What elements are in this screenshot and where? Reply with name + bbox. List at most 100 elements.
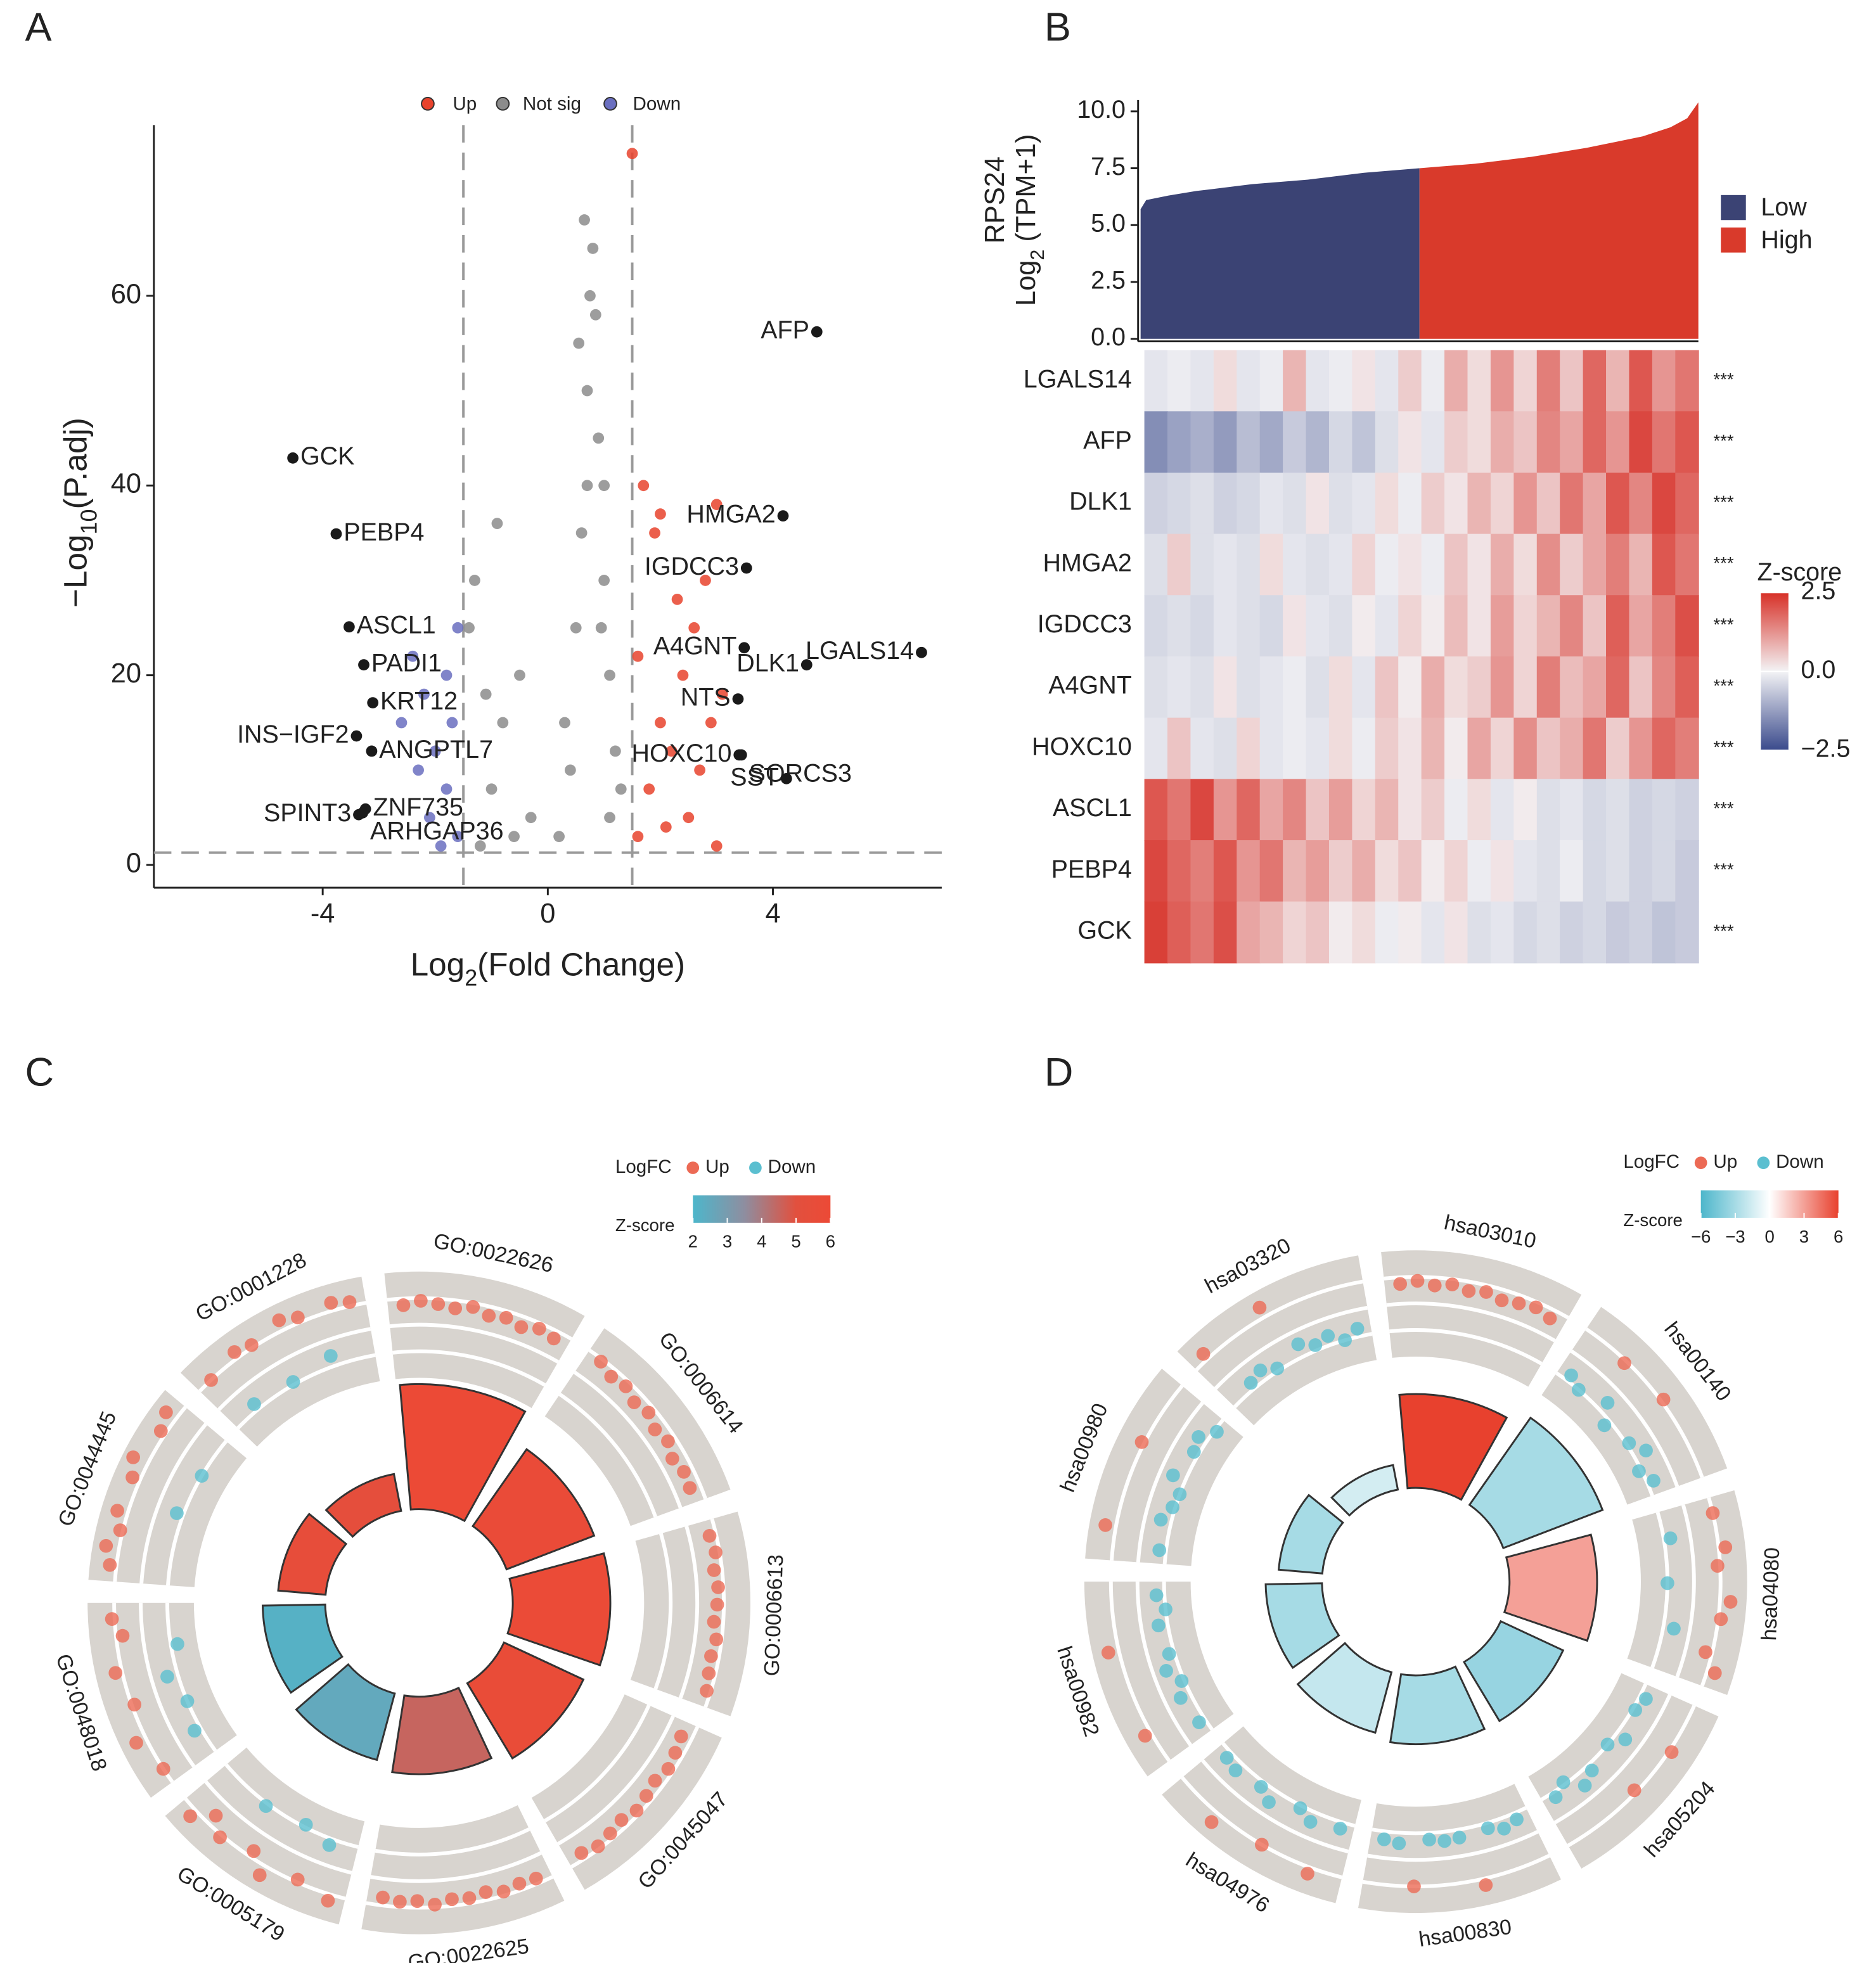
heat-cell	[1306, 411, 1330, 473]
logfc-point	[209, 1808, 223, 1823]
point	[710, 499, 723, 511]
heat-cell	[1513, 656, 1538, 719]
heat-cell	[1675, 779, 1699, 841]
logfc-point	[259, 1799, 273, 1813]
point	[643, 783, 655, 795]
row-label: HOXC10	[1032, 732, 1132, 760]
logfc-point	[247, 1397, 261, 1411]
heat-cell	[1536, 411, 1561, 473]
logfc-point	[156, 1762, 170, 1776]
logfc-point	[629, 1803, 644, 1818]
heat-cell	[1513, 595, 1538, 657]
heat-cell	[1490, 901, 1515, 964]
point	[632, 831, 644, 843]
heat-cell	[1467, 595, 1491, 657]
point	[587, 243, 599, 254]
grid-arc	[1362, 1853, 1550, 1889]
logfc-point	[1303, 1815, 1318, 1829]
legend-label: Low	[1761, 193, 1807, 221]
point	[418, 688, 430, 700]
grid-arc	[1386, 1301, 1556, 1343]
logfc-point	[1510, 1812, 1524, 1827]
grid-arc	[1162, 1418, 1224, 1564]
heat-cell	[1237, 472, 1261, 535]
labeled-point	[916, 646, 927, 658]
heat-cell	[1328, 901, 1353, 964]
heat-cell	[1283, 472, 1307, 535]
logfc-point	[529, 1871, 543, 1886]
logfc-point	[1452, 1831, 1467, 1845]
logfc-point	[125, 1470, 139, 1485]
heat-cell	[1259, 350, 1284, 412]
heat-cell	[1237, 901, 1261, 964]
logfc-point	[1600, 1396, 1615, 1410]
heat-cell	[1375, 656, 1399, 719]
logfc-point	[1618, 1732, 1633, 1747]
heat-cell	[1652, 779, 1676, 841]
legend-marker	[686, 1161, 700, 1174]
heat-cell	[1675, 656, 1699, 719]
heat-cell	[1283, 534, 1307, 596]
heat-cell	[1398, 411, 1422, 473]
heat-cell	[1560, 901, 1584, 964]
logfc-point	[1481, 1821, 1495, 1836]
heat-cell	[1259, 472, 1284, 535]
logfc-point	[1321, 1329, 1335, 1343]
logfc-point	[1664, 1745, 1679, 1759]
significance: ***	[1713, 737, 1733, 757]
logfc-point	[661, 1762, 676, 1776]
grid-arc	[1384, 1275, 1569, 1320]
logfc-point	[1153, 1512, 1168, 1527]
grid-arc	[704, 1518, 726, 1708]
logfc-point	[1159, 1664, 1173, 1678]
y-tick-label: 5.0	[1091, 210, 1126, 238]
heat-cell	[1190, 840, 1214, 902]
point	[573, 337, 585, 349]
heat-cell	[1213, 656, 1238, 719]
logfc-point	[1253, 1363, 1268, 1378]
logfc-point	[1350, 1322, 1365, 1336]
logfc-point	[445, 1892, 459, 1907]
heat-cell	[1328, 411, 1353, 473]
term-label: GO:0006613	[761, 1554, 788, 1677]
logfc-point	[707, 1563, 721, 1577]
logfc-point	[1571, 1383, 1586, 1397]
logfc-point	[482, 1308, 496, 1323]
axis-title-part: 2	[1027, 250, 1048, 260]
term-sector	[1358, 1784, 1562, 1914]
heat-cell	[1237, 717, 1261, 780]
heat-cell	[1675, 534, 1699, 596]
heat-cell	[1629, 779, 1653, 841]
gene-label: ANGPTL7	[379, 736, 493, 764]
logfc-point	[376, 1890, 390, 1905]
grid-arc	[1567, 1704, 1696, 1848]
heat-cell	[1237, 350, 1261, 412]
logfc-point	[322, 1838, 337, 1852]
heat-cell	[1398, 472, 1422, 535]
colorbar-label: 0.0	[1801, 656, 1836, 684]
colorbar-label: 3	[723, 1232, 732, 1251]
grid-arc	[139, 1602, 196, 1768]
logfc-point	[105, 1612, 119, 1626]
colorbar-label: 3	[1799, 1227, 1809, 1246]
heat-cell	[1352, 534, 1376, 596]
logfc-point	[1627, 1783, 1642, 1798]
colorbar-label: 4	[757, 1232, 766, 1251]
grid-arc	[1555, 1371, 1654, 1497]
grid-arc	[1233, 1332, 1373, 1409]
count-bar	[295, 1663, 396, 1762]
logfc-point	[159, 1405, 173, 1419]
axis-title: Log2(Fold Change)	[411, 946, 685, 990]
logfc-point	[1174, 1674, 1189, 1688]
logfc-point	[1159, 1602, 1172, 1616]
heat-cell	[1629, 840, 1653, 902]
logfc-point	[1138, 1729, 1152, 1743]
heat-cell	[1444, 779, 1468, 841]
heat-cell	[1583, 411, 1607, 473]
colorbar-label: 2	[688, 1232, 698, 1251]
heat-cell	[1629, 595, 1653, 657]
heat-cell	[1352, 779, 1376, 841]
heat-cell	[1444, 534, 1468, 596]
logfc-point	[1661, 1576, 1674, 1590]
point	[525, 812, 537, 824]
